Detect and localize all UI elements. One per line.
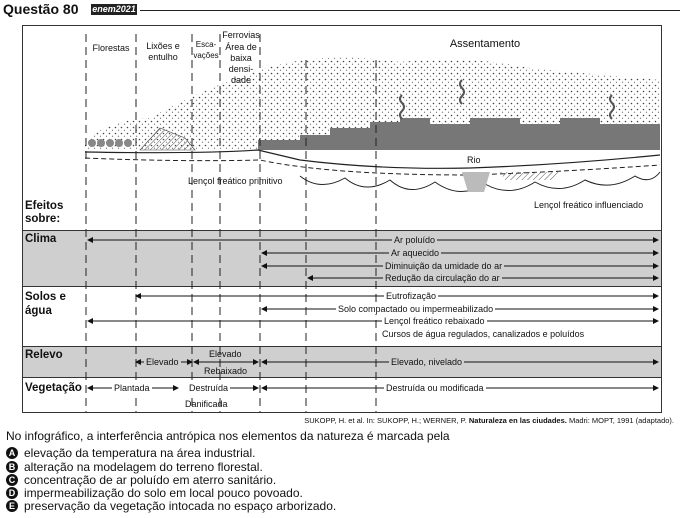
row-solos: Solos e água [25,291,66,317]
effect-ar-aquecido: Ar aquecido [389,248,442,258]
effect-modificada: Destruída ou modificada [384,383,486,393]
effect-ar-poluido: Ar poluído [392,235,438,245]
header-rule [140,10,680,11]
citation: SUKOPP, H. et al. In: SUKOPP, H.; WERNER… [304,416,674,425]
option-letter: A [6,447,18,459]
question-number: Questão 80 [3,1,79,17]
zone-ferrovias: Ferrovias [222,30,260,40]
effect-nivelado: Elevado, nivelado [389,357,465,367]
smoke-stack [459,79,465,105]
zone-assentamento: Assentamento [449,38,521,50]
effect-danificada: Danificada [185,399,228,409]
effect-circulacao: Redução da circulação do ar [383,273,502,283]
row-clima: Clima [25,233,57,245]
rio-label: Rio [467,155,481,165]
row-relevo: Relevo [25,349,63,361]
effect-rebaixado: Rebaixado [204,366,248,376]
smoke-stack [609,94,615,120]
effect-lencol-rebaixado: Lençol freático rebaixado [382,316,487,326]
row-efeitos: Efeitos sobre: [25,200,64,225]
option-letter: D [6,487,18,499]
river-hatch [500,172,560,180]
effect-eutrofizacao: Eutrofização [384,291,439,301]
effect-elevado-2: Elevado [209,349,242,359]
zone-baixa-densidade: Área de baixa densi-dade [225,42,257,85]
effect-cursos-agua: Cursos de água regulados, canalizados e … [382,329,585,339]
zone-dividers [85,34,377,412]
river [462,172,490,192]
infographic-frame [22,25,662,413]
landfill-mound [139,127,196,151]
question-stem: No infográfico, a interferência antrópic… [6,429,450,443]
separator [23,377,661,378]
city-buildings [258,118,660,150]
option-letter: C [6,474,18,486]
separator [23,286,661,287]
lencol-influenciado-label: Lençol freático influenciado [534,200,644,210]
row-vegetacao: Vegetação [25,382,82,394]
separator [23,230,661,231]
effect-destruida: Destruída [187,383,231,393]
water-table-primitive [84,157,661,176]
zone-lixoes: Lixões e entulho [146,41,180,62]
smoke-stack [399,94,405,120]
option-letter: E [6,500,18,512]
effect-umidade: Diminuição da umidade do ar [383,261,505,271]
enem-logo: enem2021 [91,4,137,15]
trees [88,139,132,147]
ground-line [84,149,661,169]
option-letter: B [6,461,18,473]
effect-elevado-1: Elevado [144,357,181,367]
effect-plantada: Plantada [112,383,152,393]
lencol-primitivo-label: Lençol freático primitivo [188,176,283,186]
effect-solo-compactado: Solo compactado ou impermeabilizado [336,304,496,314]
zone-escavacoes: Esca-vações [193,40,219,60]
zone-florestas: Florestas [92,43,130,53]
separator [23,346,661,347]
